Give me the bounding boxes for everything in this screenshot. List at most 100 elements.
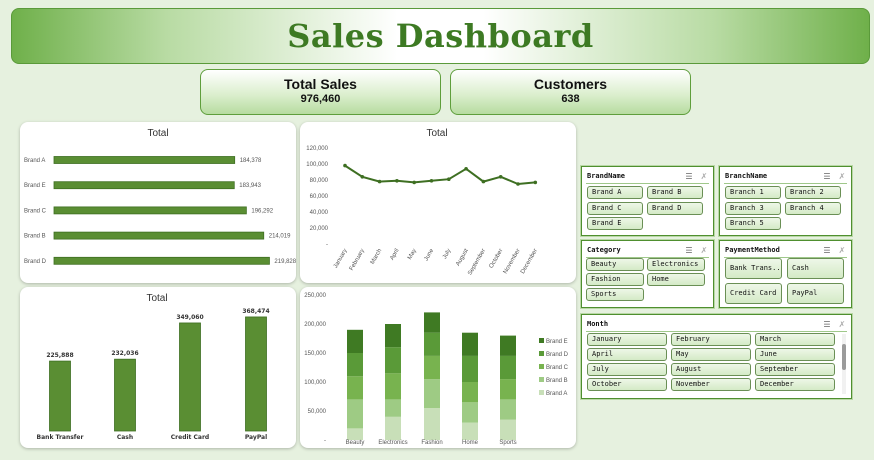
clear-filter-icon[interactable]: ✗ (700, 171, 708, 181)
slicer-item-branch-1[interactable]: Branch 1 (725, 186, 781, 199)
point-january (343, 163, 347, 168)
clear-filter-icon[interactable]: ✗ (838, 171, 846, 181)
slicer-scrollbar[interactable] (842, 334, 846, 394)
data-label: 368,474 (242, 308, 269, 315)
data-label: 183,943 (239, 183, 261, 189)
x-tick-label: December (520, 248, 539, 275)
category-brand-chart[interactable]: - 50,000 100,000 150,000 200,000 250,000 Beaut… (300, 287, 576, 448)
multi-select-icon[interactable]: ☰ (823, 171, 831, 181)
slicer-item-november[interactable]: November (671, 378, 751, 391)
slicer-payment-method[interactable]: PaymentMethod ☰ ✗ Bank Trans... Cash Credit C… (719, 240, 852, 308)
bar-brand-d (53, 256, 270, 265)
multi-select-icon[interactable]: ☰ (823, 319, 831, 329)
dashboard-title: Sales Dashboard (287, 17, 594, 55)
brand-sales-chart[interactable]: Total Brand A 184,378 Brand E 183,943 Brand C… (20, 122, 296, 283)
payment-method-chart[interactable]: Total 225,888 Bank Transfer 232,036 Cash 349,… (20, 287, 296, 448)
x-tick-label: Credit Card (171, 434, 209, 441)
data-label: 219,828 (274, 259, 296, 265)
slicer-item-march[interactable]: March (755, 333, 835, 346)
slicer-item-sports[interactable]: Sports (586, 288, 644, 301)
y-tick-label: - (324, 438, 326, 444)
slicer-header: BranchName ☰ ✗ (725, 170, 847, 182)
bar-brand-b (53, 231, 265, 240)
bar-sports-brand-a (500, 419, 516, 440)
bar-brand-e (53, 181, 235, 190)
slicer-month[interactable]: Month ☰ ✗ January February March April May June J… (581, 314, 852, 399)
slicer-item-home[interactable]: Home (647, 273, 705, 286)
slicer-category[interactable]: Category ☰ ✗ Beauty Electronics Fashion Home Sp… (581, 240, 714, 308)
slicer-title: BrandName (587, 172, 625, 180)
bar-sports-brand-e (500, 335, 516, 356)
slicer-item-june[interactable]: June (755, 348, 835, 361)
slicer-item-may[interactable]: May (671, 348, 751, 361)
x-tick-label: Fashion (421, 440, 442, 446)
point-november (516, 182, 520, 186)
slicer-item-august[interactable]: August (671, 363, 751, 376)
data-label: 214,019 (269, 234, 291, 240)
slicer-header: Category ☰ ✗ (587, 244, 709, 256)
scrollbar-thumb[interactable] (842, 344, 846, 370)
x-tick-label: May (407, 248, 418, 261)
y-tick-label: 150,000 (304, 351, 326, 357)
slicer-item-brand-d[interactable]: Brand D (647, 201, 703, 215)
y-tick-label: Brand C (24, 208, 47, 214)
multi-select-icon[interactable]: ☰ (823, 245, 831, 255)
slicer-item-december[interactable]: December (755, 378, 835, 391)
monthly-sales-svg: Total - 20,000 40,000 60,000 80,000 100,000 120… (306, 128, 539, 276)
slicer-item-brand-e[interactable]: Brand E (587, 217, 643, 230)
bar-electronics-brand-a (385, 416, 401, 440)
clear-filter-icon[interactable]: ✗ (838, 245, 846, 255)
legend-label: Brand D (546, 352, 569, 358)
clear-filter-icon[interactable]: ✗ (700, 245, 708, 255)
y-tick-label: 60,000 (310, 194, 329, 200)
x-tick-label: Beauty (346, 440, 365, 446)
bar-fashion-brand-b (424, 379, 440, 409)
slicer-branch-name[interactable]: BranchName ☰ ✗ Branch 1 Branch 2 Branch 3 Bran… (719, 166, 852, 236)
x-tick-label: June (424, 247, 436, 262)
data-label: 349,060 (176, 314, 203, 321)
slicer-item-bank-trans[interactable]: Bank Trans... (725, 258, 782, 279)
slicer-item-july[interactable]: July (587, 363, 667, 376)
legend-swatch-brand-d (539, 351, 544, 356)
y-tick-label: 100,000 (304, 380, 326, 386)
kpi-customers-value: 638 (561, 93, 580, 105)
clear-filter-icon[interactable]: ✗ (838, 319, 846, 329)
slicer-item-october[interactable]: October (587, 378, 667, 391)
point-august (464, 167, 468, 171)
bar-sports-brand-d (500, 355, 516, 380)
bar-home-brand-c (462, 382, 478, 403)
data-label: 196,292 (251, 208, 273, 214)
slicer-item-april[interactable]: April (587, 348, 667, 361)
multi-select-icon[interactable]: ☰ (685, 171, 693, 181)
slicer-item-brand-b[interactable]: Brand B (647, 186, 703, 199)
slicer-item-cash[interactable]: Cash (787, 258, 844, 279)
slicer-item-branch-5[interactable]: Branch 5 (725, 217, 781, 230)
slicer-item-september[interactable]: September (755, 363, 835, 376)
bar-brand-c (53, 206, 247, 215)
slicer-header: BrandName ☰ ✗ (587, 170, 709, 182)
slicer-item-fashion[interactable]: Fashion (586, 273, 644, 286)
slicer-item-brand-a[interactable]: Brand A (587, 186, 643, 199)
bar-fashion-brand-d (424, 332, 440, 356)
x-tick-label: Cash (117, 434, 133, 441)
multi-select-icon[interactable]: ☰ (685, 245, 693, 255)
slicer-item-credit-card[interactable]: Credit Card (725, 283, 782, 304)
monthly-sales-chart[interactable]: Total - 20,000 40,000 60,000 80,000 100,000 120… (300, 122, 576, 283)
slicer-brand-name[interactable]: BrandName ☰ ✗ Brand A Brand B Brand C Brand D B… (581, 166, 714, 236)
slicer-item-january[interactable]: January (587, 333, 667, 346)
bar-sports-brand-b (500, 399, 516, 420)
slicer-item-branch-4[interactable]: Branch 4 (785, 201, 841, 215)
slicer-item-brand-c[interactable]: Brand C (587, 201, 643, 215)
slicer-item-february[interactable]: February (671, 333, 751, 346)
slicer-item-electronics[interactable]: Electronics (647, 258, 705, 271)
y-tick-label: 120,000 (306, 146, 328, 152)
bar-beauty-brand-e (347, 329, 363, 353)
slicer-item-branch-3[interactable]: Branch 3 (725, 201, 781, 215)
legend-label: Brand B (546, 378, 568, 384)
x-tick-label: January (333, 248, 349, 269)
slicer-item-paypal[interactable]: PayPal (787, 283, 844, 304)
slicer-item-beauty[interactable]: Beauty (586, 258, 644, 271)
bar-credit-card (179, 322, 201, 432)
x-tick-label: Sports (499, 440, 516, 446)
slicer-item-branch-2[interactable]: Branch 2 (785, 186, 841, 199)
